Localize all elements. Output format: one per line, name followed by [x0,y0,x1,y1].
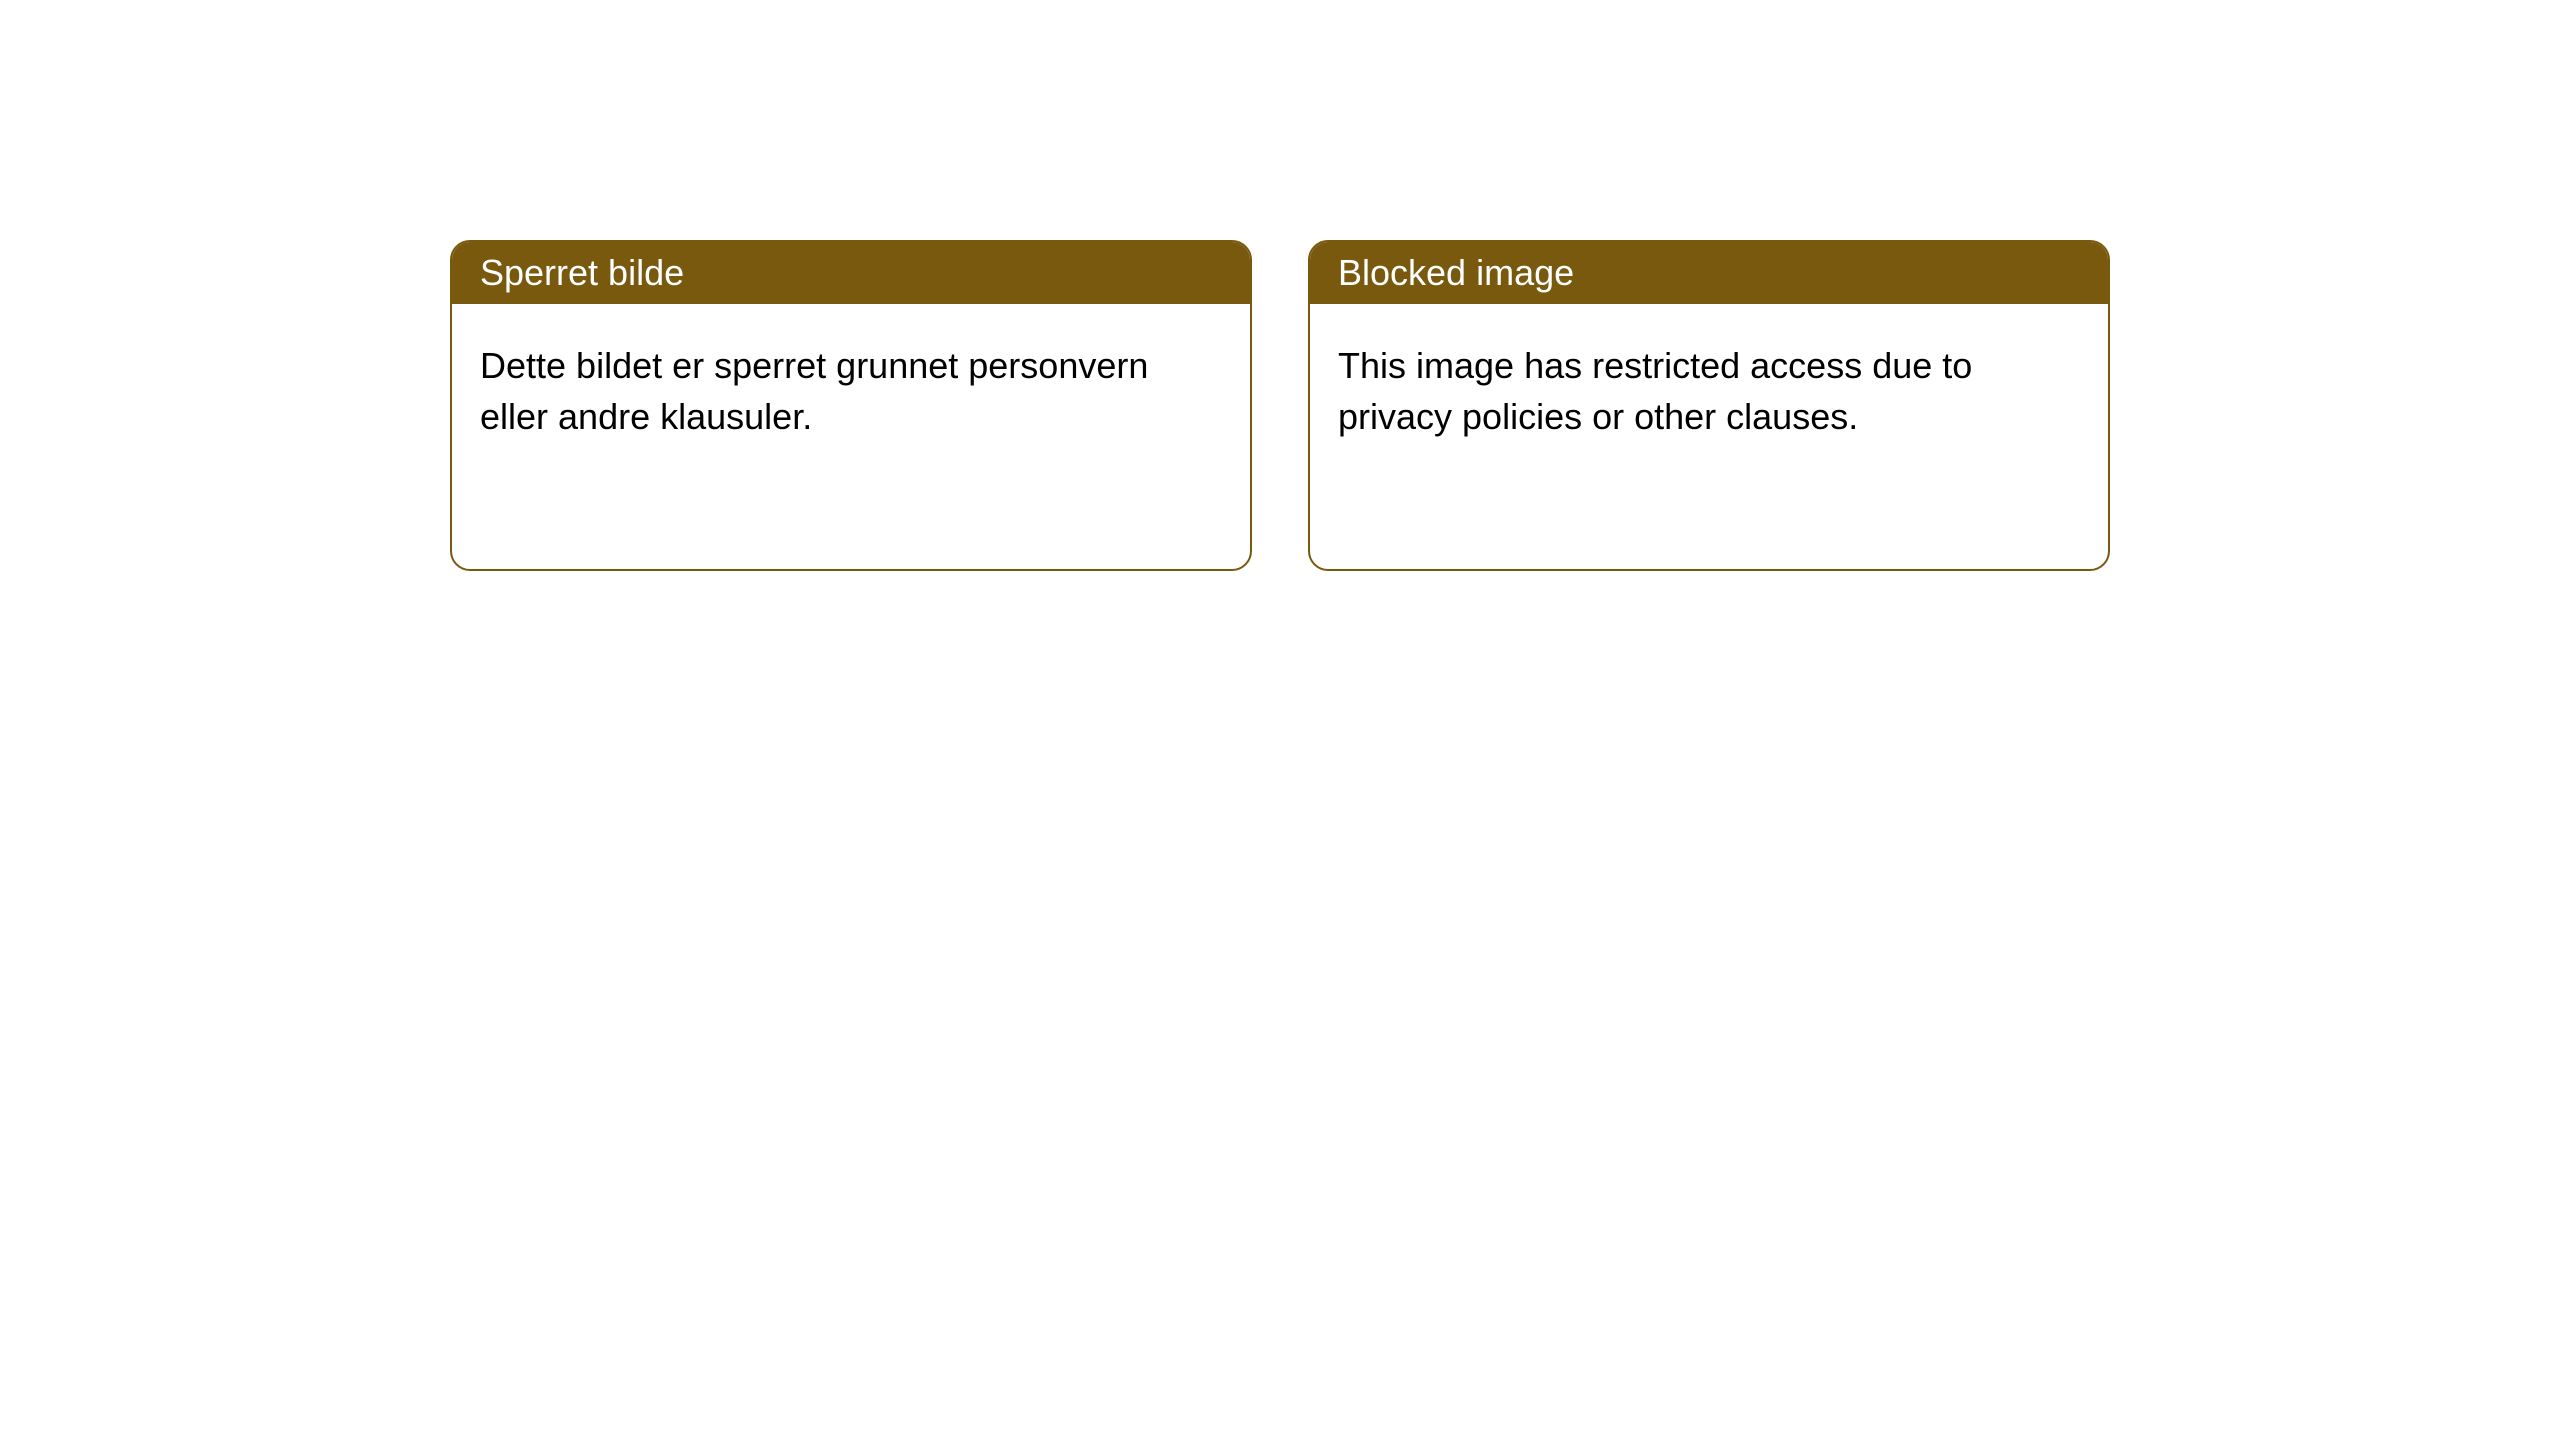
card-body-text: Dette bildet er sperret grunnet personve… [480,345,1148,437]
cards-container: Sperret bilde Dette bildet er sperret gr… [0,0,2560,571]
blocked-image-card-english: Blocked image This image has restricted … [1308,240,2110,571]
card-title: Blocked image [1338,252,1574,294]
card-header: Blocked image [1310,242,2108,304]
card-title: Sperret bilde [480,252,684,294]
card-body-text: This image has restricted access due to … [1338,345,1972,437]
blocked-image-card-norwegian: Sperret bilde Dette bildet er sperret gr… [450,240,1252,571]
card-body: This image has restricted access due to … [1310,304,2108,478]
card-body: Dette bildet er sperret grunnet personve… [452,304,1250,478]
card-header: Sperret bilde [452,242,1250,304]
